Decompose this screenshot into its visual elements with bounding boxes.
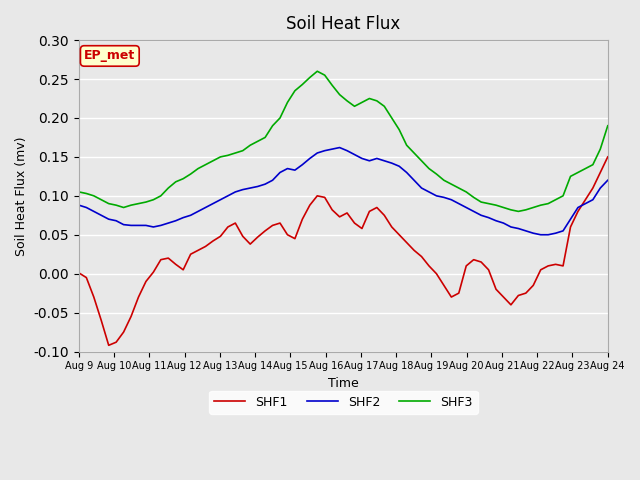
SHF2 — [440, 194, 448, 200]
SHF2 — [418, 185, 426, 191]
Legend: SHF1, SHF2, SHF3: SHF1, SHF2, SHF3 — [209, 391, 477, 414]
SHF2 — [380, 158, 388, 164]
SHF2 — [574, 204, 582, 210]
Text: EP_met: EP_met — [84, 49, 136, 62]
SHF3 — [440, 178, 448, 183]
SHF3 — [314, 68, 321, 74]
Line: SHF3: SHF3 — [79, 71, 608, 211]
SHF3 — [418, 158, 426, 164]
SHF2 — [336, 144, 344, 150]
Title: Soil Heat Flux: Soil Heat Flux — [286, 15, 401, 33]
SHF3 — [380, 103, 388, 109]
SHF1 — [75, 270, 83, 276]
SHF2 — [75, 202, 83, 208]
SHF2 — [604, 178, 612, 183]
SHF3 — [604, 123, 612, 129]
SHF1 — [440, 282, 448, 288]
SHF3 — [574, 169, 582, 175]
SHF1 — [209, 238, 217, 244]
Line: SHF2: SHF2 — [79, 147, 608, 235]
SHF3 — [254, 138, 262, 144]
SHF1 — [157, 257, 164, 263]
SHF1 — [380, 213, 388, 218]
SHF3 — [515, 208, 522, 214]
SHF2 — [254, 184, 262, 190]
SHF1 — [418, 253, 426, 259]
X-axis label: Time: Time — [328, 377, 358, 390]
SHF1 — [261, 228, 269, 234]
SHF2 — [150, 224, 157, 230]
SHF2 — [537, 232, 545, 238]
SHF3 — [75, 189, 83, 195]
Line: SHF1: SHF1 — [79, 157, 608, 345]
SHF1 — [105, 342, 113, 348]
Y-axis label: Soil Heat Flux (mv): Soil Heat Flux (mv) — [15, 136, 28, 255]
SHF3 — [150, 197, 157, 203]
SHF1 — [604, 154, 612, 160]
